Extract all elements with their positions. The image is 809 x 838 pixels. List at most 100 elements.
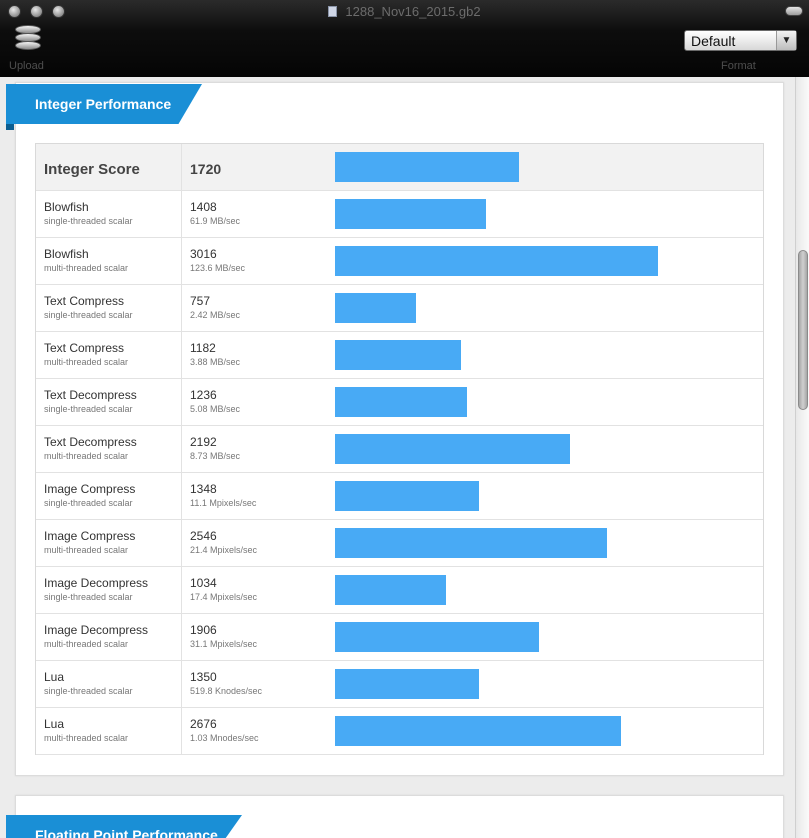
table-row: Lua multi-threaded scalar 2676 1.03 Mnodes/… — [36, 708, 763, 755]
benchmark-rate: 519.8 Knodes/sec — [190, 686, 263, 696]
name-cell: Image Decompress multi-threaded scalar — [36, 614, 182, 660]
benchmark-score: 1348 — [190, 482, 217, 496]
benchmark-name: Lua — [44, 670, 65, 684]
benchmark-rate: 11.1 Mpixels/sec — [190, 498, 257, 508]
integer-score-value: 1720 — [190, 161, 222, 177]
integer-score-bar — [335, 152, 519, 182]
name-cell: Lua multi-threaded scalar — [36, 708, 182, 754]
benchmark-score: 757 — [190, 294, 211, 308]
table-row: Blowfish multi-threaded scalar 3016 123.6 M… — [36, 238, 763, 285]
format-label: Format — [721, 60, 756, 72]
benchmark-name: Image Compress — [44, 529, 136, 543]
benchmark-bar — [335, 622, 539, 652]
name-cell: Text Decompress multi-threaded scalar — [36, 426, 182, 472]
benchmark-mode: multi-threaded scalar — [44, 639, 129, 649]
benchmark-bar — [335, 669, 479, 699]
benchmark-mode: single-threaded scalar — [44, 498, 133, 508]
chevron-down-icon: ▼ — [776, 31, 796, 50]
benchmark-rate: 61.9 MB/sec — [190, 216, 241, 226]
name-cell: Lua single-threaded scalar — [36, 661, 182, 707]
benchmark-score: 1350 — [190, 670, 217, 684]
benchmark-name: Blowfish — [44, 200, 89, 214]
benchmark-score: 2546 — [190, 529, 217, 543]
benchmark-bar — [335, 575, 446, 605]
benchmark-rate: 21.4 Mpixels/sec — [190, 545, 258, 555]
benchmark-score: 2192 — [190, 435, 217, 449]
integer-score-label: Integer Score — [44, 161, 140, 178]
benchmark-name: Text Compress — [44, 294, 125, 308]
benchmark-rate: 1.03 Mnodes/sec — [190, 733, 259, 743]
benchmark-mode: single-threaded scalar — [44, 686, 133, 696]
benchmark-score: 3016 — [190, 247, 217, 261]
floating-point-performance-heading: Floating Point Performance — [6, 815, 242, 838]
table-row: Text Decompress single-threaded scalar 123… — [36, 379, 763, 426]
benchmark-mode: multi-threaded scalar — [44, 357, 129, 367]
benchmark-name: Text Compress — [44, 341, 125, 355]
benchmark-score: 1236 — [190, 388, 217, 402]
benchmark-bar — [335, 481, 479, 511]
window-title-bar: 1288_Nov16_2015.gb2 — [0, 4, 809, 19]
vertical-scrollbar[interactable] — [795, 77, 809, 838]
benchmark-score: 2676 — [190, 717, 217, 731]
benchmark-score: 1182 — [190, 341, 216, 355]
benchmark-bar — [335, 716, 621, 746]
section-title: Floating Point Performance — [35, 827, 218, 838]
upload-button[interactable] — [13, 25, 43, 57]
table-row: Image Decompress single-threaded scalar 10… — [36, 567, 763, 614]
benchmark-name: Image Decompress — [44, 623, 149, 637]
benchmark-score: 1906 — [190, 623, 217, 637]
benchmark-rate: 123.6 MB/sec — [190, 263, 246, 273]
benchmark-mode: single-threaded scalar — [44, 404, 133, 414]
format-select[interactable]: Default ▼ — [684, 30, 797, 51]
table-row: Image Compress multi-threaded scalar 2546 2… — [36, 520, 763, 567]
table-row: Image Compress single-threaded scalar 1348… — [36, 473, 763, 520]
toolbar-toggle-button[interactable] — [785, 6, 803, 16]
benchmark-mode: multi-threaded scalar — [44, 733, 129, 743]
close-window-button[interactable] — [8, 5, 21, 18]
benchmark-bar — [335, 199, 486, 229]
benchmark-mode: multi-threaded scalar — [44, 263, 129, 273]
document-icon — [328, 6, 338, 17]
benchmark-bar — [335, 528, 607, 558]
table-row: Lua single-threaded scalar 1350 519.8 Knode… — [36, 661, 763, 708]
name-cell: Image Compress multi-threaded scalar — [36, 520, 182, 566]
name-cell: Blowfish multi-threaded scalar — [36, 238, 182, 284]
benchmark-rate: 8.73 MB/sec — [190, 451, 241, 461]
table-row: Text Compress multi-threaded scalar 1182 3.… — [36, 332, 763, 379]
table-row: Image Decompress multi-threaded scalar 190… — [36, 614, 763, 661]
benchmark-score: 1034 — [190, 576, 217, 590]
table-row: Blowfish single-threaded scalar 1408 61.9 M… — [36, 191, 763, 238]
ribbon-fold — [6, 124, 14, 130]
benchmark-name: Text Decompress — [44, 435, 137, 449]
integer-results-table: Integer Score 1720 Blowfish single-thread… — [35, 143, 764, 755]
table-row: Text Decompress multi-threaded scalar 2192… — [36, 426, 763, 473]
minimize-window-button[interactable] — [30, 5, 43, 18]
benchmark-rate: 31.1 Mpixels/sec — [190, 639, 258, 649]
window-toolbar: 1288_Nov16_2015.gb2 Upload Default ▼ For… — [0, 0, 809, 77]
benchmark-name: Blowfish — [44, 247, 89, 261]
benchmark-rate: 5.08 MB/sec — [190, 404, 241, 414]
zoom-window-button[interactable] — [52, 5, 65, 18]
benchmark-bar — [335, 340, 461, 370]
benchmark-rate: 17.4 Mpixels/sec — [190, 592, 258, 602]
benchmark-rate: 3.88 MB/sec — [190, 357, 241, 367]
benchmark-mode: single-threaded scalar — [44, 216, 133, 226]
benchmark-name: Lua — [44, 717, 65, 731]
benchmark-mode: single-threaded scalar — [44, 592, 133, 602]
upload-label: Upload — [9, 60, 44, 72]
benchmark-score: 1408 — [190, 200, 217, 214]
section-title: Integer Performance — [35, 96, 172, 112]
table-row: Text Compress single-threaded scalar 757 2.… — [36, 285, 763, 332]
name-cell: Image Decompress single-threaded scalar — [36, 567, 182, 613]
format-select-value: Default — [691, 33, 736, 49]
window-title: 1288_Nov16_2015.gb2 — [345, 4, 481, 19]
benchmark-name: Image Compress — [44, 482, 136, 496]
name-cell: Text Compress multi-threaded scalar — [36, 332, 182, 378]
benchmark-name: Text Decompress — [44, 388, 137, 402]
scrollbar-thumb[interactable] — [798, 250, 808, 410]
benchmark-mode: single-threaded scalar — [44, 310, 133, 320]
database-icon-layer — [15, 41, 41, 50]
benchmark-rate: 2.42 MB/sec — [190, 310, 241, 320]
name-cell: Integer Score — [36, 144, 182, 190]
name-cell: Blowfish single-threaded scalar — [36, 191, 182, 237]
